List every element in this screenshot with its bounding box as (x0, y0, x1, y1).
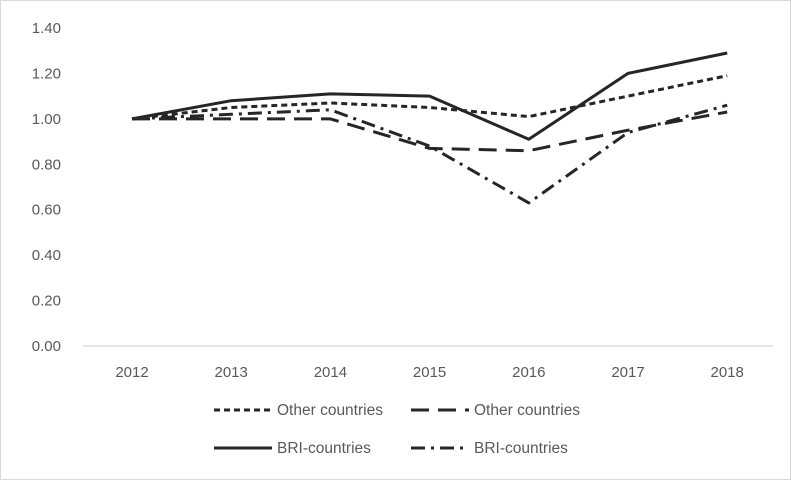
series-line-solid (131, 51, 728, 141)
legend-item: BRI-countries (214, 440, 371, 457)
y-tick-label: 1.20 (32, 65, 61, 82)
x-tick-label: 2012 (115, 364, 148, 381)
y-tick-label: 0.00 (32, 338, 61, 355)
legend: Other countries Other countries BRI-countr… (214, 402, 580, 457)
legend-item: BRI-countries (411, 440, 568, 457)
y-axis-tick-labels: 0.00 0.20 0.40 0.60 0.80 1.00 1.20 1.40 (32, 20, 61, 355)
series-lines (131, 51, 728, 205)
y-tick-label: 1.40 (32, 20, 61, 37)
legend-item: Other countries (214, 402, 383, 419)
x-axis: 2012 2013 2014 2015 2016 2017 2018 (83, 345, 773, 381)
legend-label: BRI-countries (277, 440, 371, 457)
y-tick-label: 1.00 (32, 111, 61, 128)
y-tick-label: 0.40 (32, 247, 61, 264)
series-line-dashdot (131, 103, 728, 205)
legend-label: Other countries (474, 402, 580, 419)
y-tick-label: 0.80 (32, 156, 61, 173)
series-line-dashed (132, 110, 728, 153)
x-tick-label: 2016 (512, 364, 545, 381)
legend-item: Other countries (411, 402, 580, 419)
y-tick-label: 0.20 (32, 293, 61, 310)
x-tick-label: 2017 (611, 364, 644, 381)
y-tick-label: 0.60 (32, 202, 61, 219)
x-tick-label: 2015 (413, 364, 446, 381)
legend-label: BRI-countries (474, 440, 568, 457)
x-tick-label: 2013 (215, 364, 248, 381)
x-tick-label: 2014 (314, 364, 347, 381)
x-tick-label: 2018 (711, 364, 744, 381)
legend-label: Other countries (277, 402, 383, 419)
